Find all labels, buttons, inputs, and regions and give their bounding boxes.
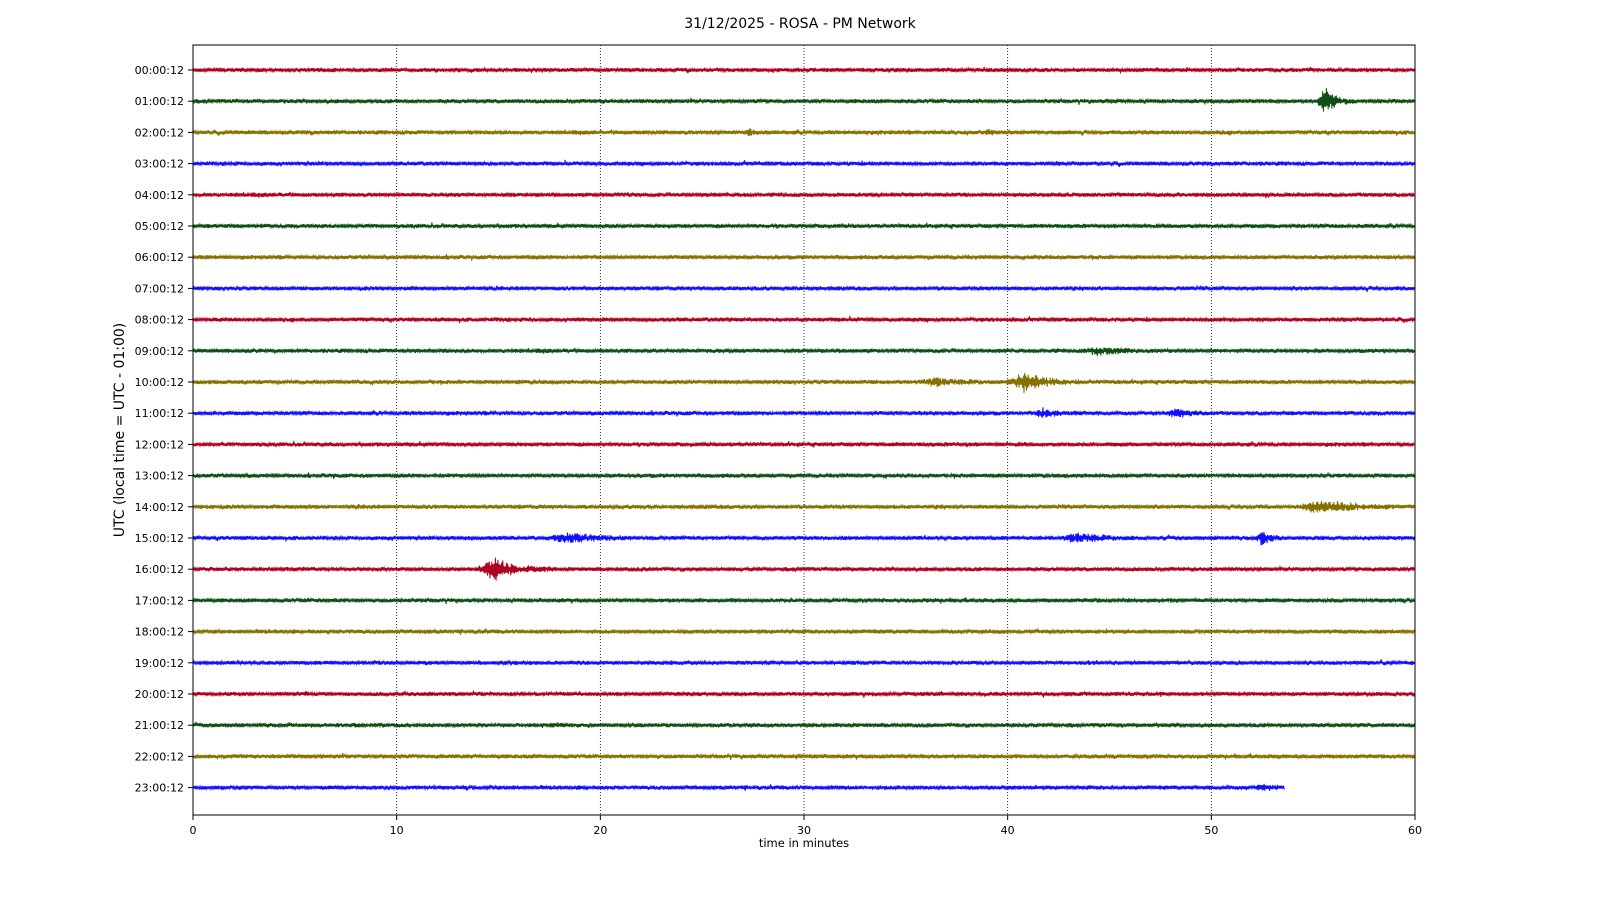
y-tick-label: 21:00:12: [135, 719, 184, 732]
y-tick-label: 06:00:12: [135, 251, 184, 264]
x-axis-label: time in minutes: [759, 836, 849, 850]
chart-title: 31/12/2025 - ROSA - PM Network: [684, 16, 916, 32]
trace-20-00-12: [192, 690, 1415, 698]
trace-17-00-12: [192, 596, 1415, 605]
trace-21-00-12: [192, 721, 1415, 729]
y-tick-label: 19:00:12: [135, 657, 184, 670]
y-tick-label: 03:00:12: [135, 158, 184, 171]
y-tick-label: 20:00:12: [135, 688, 184, 701]
y-tick-label: 09:00:12: [135, 345, 184, 358]
trace-19-00-12: [192, 659, 1415, 667]
grid-lines: [396, 45, 1212, 815]
y-tick-label: 02:00:12: [135, 126, 184, 139]
trace-23-00-12: [192, 783, 1285, 792]
trace-22-00-12: [192, 752, 1415, 761]
y-tick-label: 08:00:12: [135, 314, 184, 327]
y-tick-label: 12:00:12: [135, 438, 184, 451]
trace-14-00-12: [192, 500, 1415, 513]
trace-area: [192, 66, 1415, 792]
trace-04-00-12: [192, 191, 1415, 199]
x-tick-label: 10: [390, 824, 404, 837]
y-tick-label: 23:00:12: [135, 782, 184, 795]
y-tick-label: 16:00:12: [135, 563, 184, 576]
y-tick-label: 07:00:12: [135, 282, 184, 295]
trace-16-00-12: [192, 557, 1415, 581]
trace-08-00-12: [192, 315, 1415, 324]
y-tick-label: 14:00:12: [135, 501, 184, 514]
trace-05-00-12: [192, 222, 1415, 230]
y-tick-label: 11:00:12: [135, 407, 184, 420]
x-tick-label: 20: [593, 824, 607, 837]
y-tick-label: 22:00:12: [135, 750, 184, 763]
x-tick-label: 60: [1408, 824, 1422, 837]
y-tick-label: 10:00:12: [135, 376, 184, 389]
y-tick-labels: 00:00:12 01:00:12 02:00:12 03:00:12 04:00:12…: [135, 64, 193, 795]
y-tick-label: 01:00:12: [135, 95, 184, 108]
trace-00-00-12: [192, 66, 1415, 74]
x-tick-label: 0: [190, 824, 197, 837]
trace-13-00-12: [192, 471, 1415, 480]
y-tick-label: 04:00:12: [135, 189, 184, 202]
trace-01-00-12: [192, 88, 1415, 112]
trace-10-00-12: [192, 372, 1415, 394]
trace-12-00-12: [192, 440, 1415, 448]
trace-07-00-12: [192, 284, 1415, 293]
x-tick-labels: 0 10 20 30 40 50 60: [190, 815, 1422, 837]
y-tick-label: 18:00:12: [135, 626, 184, 639]
trace-06-00-12: [192, 253, 1415, 261]
trace-09-00-12: [192, 347, 1415, 356]
trace-11-00-12: [192, 407, 1415, 418]
trace-18-00-12: [192, 627, 1415, 636]
y-tick-label: 17:00:12: [135, 594, 184, 607]
trace-15-00-12: [192, 532, 1415, 546]
y-axis-label: UTC (local time = UTC - 01:00): [112, 323, 128, 538]
x-tick-label: 40: [1001, 824, 1015, 837]
y-tick-label: 05:00:12: [135, 220, 184, 233]
trace-02-00-12: [192, 128, 1415, 137]
y-tick-label: 00:00:12: [135, 64, 184, 77]
y-tick-label: 13:00:12: [135, 470, 184, 483]
x-tick-label: 30: [797, 824, 811, 837]
x-tick-label: 50: [1204, 824, 1218, 837]
trace-03-00-12: [192, 159, 1415, 168]
y-tick-label: 15:00:12: [135, 532, 184, 545]
